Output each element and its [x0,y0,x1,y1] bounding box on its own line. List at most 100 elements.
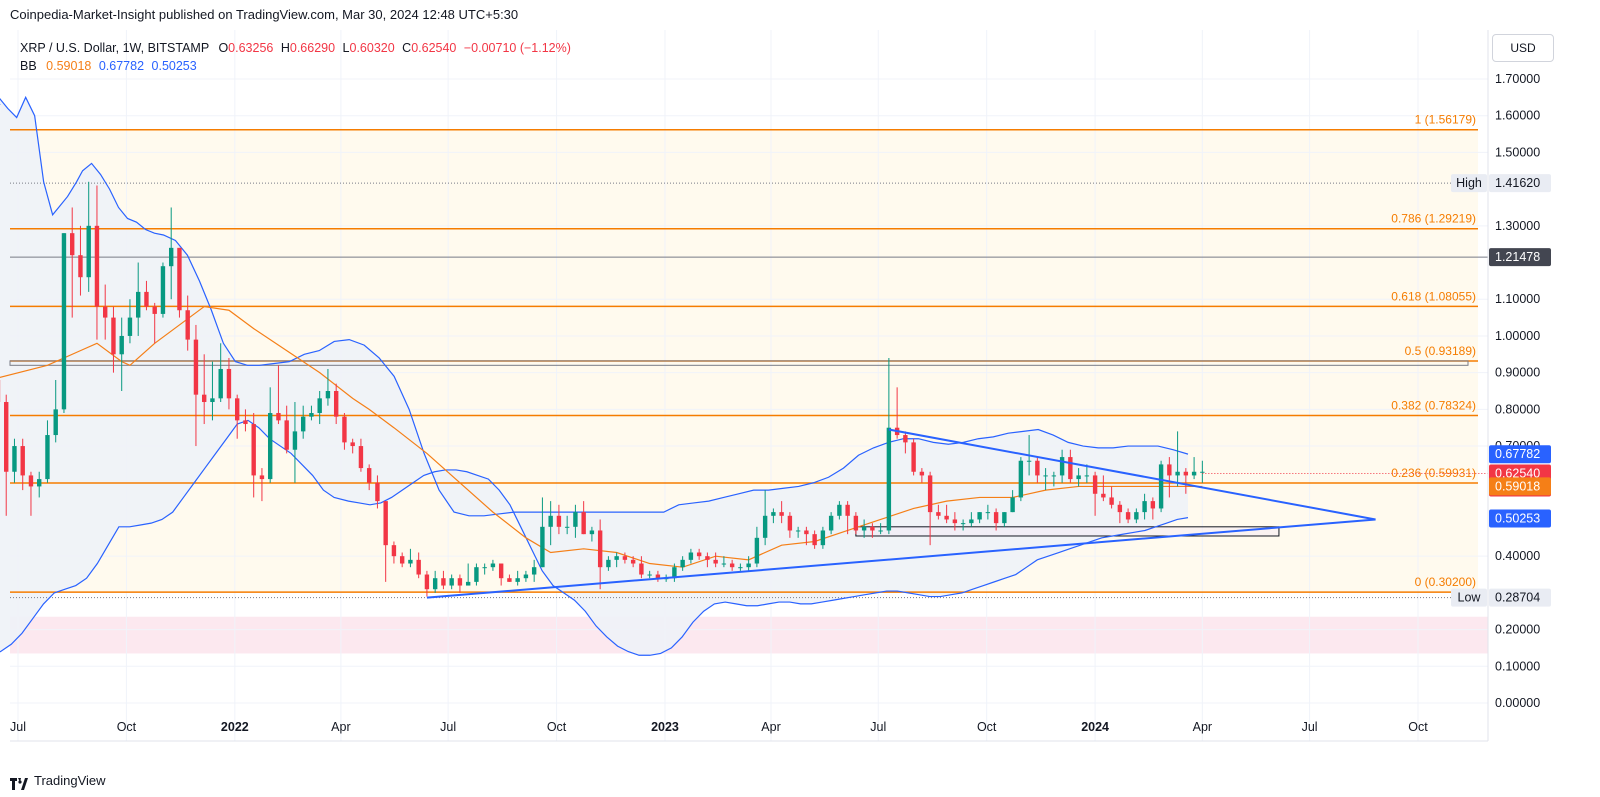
price-tag-value: 0.59018 [1495,479,1540,493]
symbol-title[interactable]: XRP / U.S. Dollar, 1W, BITSTAMP [20,41,209,55]
low-value: 0.60320 [350,41,395,55]
candle-body [235,398,239,420]
price-tag-value: 0.28704 [1495,591,1540,605]
candle-body [837,505,841,516]
time-tick-label: Oct [1408,720,1428,734]
candle-body [1159,464,1163,508]
candle-body [408,560,412,564]
candle-body [12,446,16,472]
candle-body [821,530,825,545]
candle-body [177,248,181,310]
price-tag-value: 0.67782 [1495,447,1540,461]
candle-body [1184,472,1188,476]
fib-label: 1 (1.56179) [1415,113,1476,127]
candle-body [878,530,882,531]
candle-body [1101,494,1105,498]
candle-body [1052,475,1056,476]
candle-body [515,578,519,582]
time-tick-label: Apr [1193,720,1212,734]
candle [62,233,66,413]
price-tag-value: 1.21478 [1495,250,1540,264]
candle-body [1085,475,1089,476]
candle-body [713,560,717,564]
candle-body [804,530,808,534]
price-tick-label: 1.70000 [1495,72,1540,86]
price-tag: 1.41620 High [1451,174,1551,192]
bb-row: BB 0.59018 0.67782 0.50253 [20,57,575,75]
bb-label[interactable]: BB [20,59,37,73]
candle-body [854,516,858,531]
candle-body [416,560,420,575]
currency-button[interactable]: USD [1492,34,1554,62]
candle-body [95,226,99,307]
price-tick-label: 0.20000 [1495,623,1540,637]
candle-body [730,564,734,568]
candle-body [540,527,544,567]
price-tick-label: 0.00000 [1495,696,1540,710]
tradingview-footer[interactable]: TradingView [10,770,106,792]
price-tick-label: 0.80000 [1495,402,1540,416]
candle-body [953,519,957,523]
candle-body [87,226,91,277]
candle-body [507,578,511,582]
candle-body [260,475,264,479]
candle-body [1142,501,1146,512]
candle-body [433,578,437,589]
candle-body [251,424,255,475]
candle-body [722,564,726,565]
candle-body [689,553,693,560]
candle-body [788,516,792,531]
candle-body [557,516,561,527]
candle-body [532,567,536,574]
candle [1019,457,1023,501]
candle-body [1027,461,1031,462]
candle-body [746,564,750,568]
price-side-label: High [1456,176,1482,190]
candle-body [1010,497,1014,512]
candle-body [202,395,206,402]
candle-body [425,575,429,590]
candle-body [639,564,643,575]
price-tag-value: 1.41620 [1495,176,1540,190]
candle-body [598,530,602,567]
ohlc-row: XRP / U.S. Dollar, 1W, BITSTAMP O0.63256… [20,39,575,57]
candle-body [326,391,330,398]
candle-body [309,413,313,417]
candle-body [70,233,74,255]
candle-body [771,512,775,516]
candle-body [284,420,288,449]
candle-body [705,556,709,560]
price-tick-label: 0.40000 [1495,549,1540,563]
fib-label: 0.786 (1.29219) [1391,212,1476,226]
bb-basis-value: 0.59018 [46,59,91,73]
close-label: C [402,41,411,55]
candle-body [680,560,684,567]
chart-legend: XRP / U.S. Dollar, 1W, BITSTAMP O0.63256… [20,39,575,75]
publisher-header: Coinpedia-Market-Insight published on Tr… [0,0,1600,30]
candle-body [796,530,800,531]
price-tick-label: 0.10000 [1495,659,1540,673]
candle-body [243,420,247,424]
candle-body [37,479,41,486]
candle-body [1192,472,1196,476]
time-tick-label: Jul [1302,720,1318,734]
candle-body [301,417,305,432]
candle-body [1134,512,1138,519]
time-tick-label: Apr [331,720,350,734]
candle-body [54,409,58,435]
candle-body [128,318,132,336]
candle-body [268,413,272,479]
candle-body [755,538,759,564]
candle-body [499,564,503,579]
red-zone [10,617,1488,654]
candle-body [977,512,981,519]
time-tick-label: Oct [977,720,997,734]
candle-body [1175,472,1179,476]
candle-body [78,255,82,277]
candle-body [1035,461,1039,476]
candle-body [45,435,49,479]
candle-body [920,472,924,476]
price-chart[interactable]: 1 (1.56179)0.786 (1.29219)0.618 (1.08055… [0,30,1600,770]
tradingview-logo-icon [10,775,28,787]
candle-body [466,582,470,586]
